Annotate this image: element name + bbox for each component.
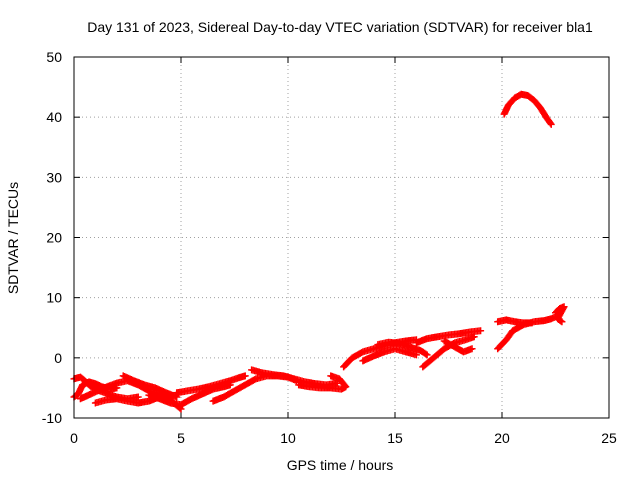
x-tick-label: 10 bbox=[280, 430, 296, 446]
data-point-fill bbox=[557, 317, 565, 325]
y-tick-label: 10 bbox=[46, 290, 62, 306]
data-point-fill bbox=[422, 350, 430, 358]
data-point bbox=[477, 327, 485, 335]
x-tick-label: 15 bbox=[387, 430, 403, 446]
x-axis-label: GPS time / hours bbox=[287, 457, 394, 473]
x-tick-label: 5 bbox=[177, 430, 185, 446]
y-tick-label: 40 bbox=[46, 109, 62, 125]
y-tick-label: 0 bbox=[54, 350, 62, 366]
y-tick-label: -10 bbox=[42, 410, 62, 426]
y-tick-label: 20 bbox=[46, 230, 62, 246]
chart-title: Day 131 of 2023, Sidereal Day-to-day VTE… bbox=[87, 19, 593, 35]
y-tick-label: 30 bbox=[46, 169, 62, 185]
data-point-fill bbox=[546, 119, 554, 127]
data-point bbox=[241, 372, 249, 380]
axis-ticks: 0 5 10 15 20 25 -10 0 10 20 30 40 50 bbox=[42, 49, 617, 446]
plot-frame bbox=[73, 56, 610, 419]
y-axis-label: SDTVAR / TECUs bbox=[5, 182, 21, 294]
data-point bbox=[558, 318, 566, 326]
data-points bbox=[70, 90, 568, 413]
data-point bbox=[327, 372, 335, 380]
data-point bbox=[423, 351, 431, 359]
data-point bbox=[528, 319, 536, 327]
data-point bbox=[134, 393, 142, 401]
data-point bbox=[468, 345, 476, 353]
data-point bbox=[547, 120, 555, 128]
x-tick-label: 25 bbox=[601, 430, 617, 446]
data-point bbox=[470, 333, 478, 341]
y-tick-label: 50 bbox=[46, 49, 62, 65]
x-tick-label: 0 bbox=[70, 430, 78, 446]
x-tick-label: 20 bbox=[494, 430, 510, 446]
grid bbox=[74, 57, 609, 418]
